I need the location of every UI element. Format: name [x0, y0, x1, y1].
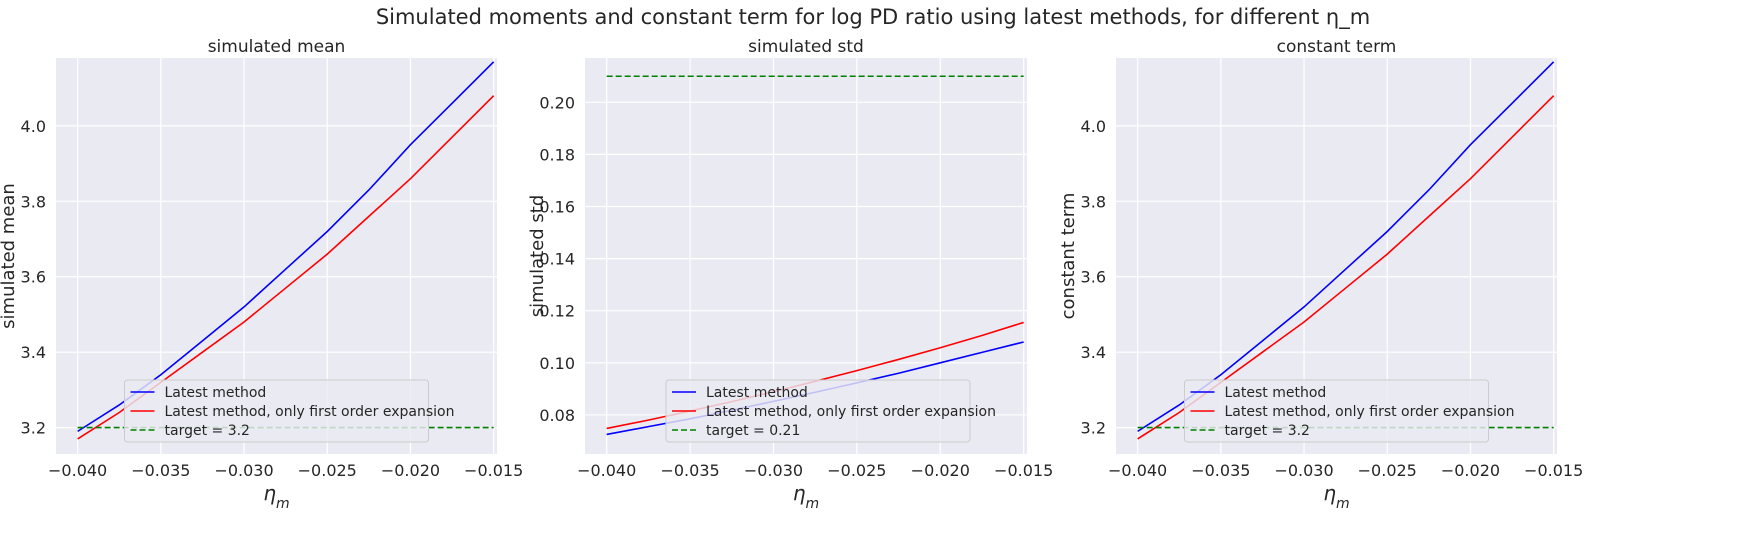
x-tick-label: −0.040	[577, 461, 636, 480]
y-tick-label: 3.8	[1081, 192, 1106, 211]
x-tick-label: −0.015	[994, 461, 1053, 480]
legend-label: Latest method	[1225, 385, 1327, 401]
x-axis-label: ηm	[793, 481, 819, 512]
y-tick-label: 3.6	[21, 268, 46, 287]
y-tick-label: 0.18	[539, 145, 575, 164]
x-tick-label: −0.035	[660, 461, 719, 480]
legend-box	[124, 379, 429, 443]
x-tick-label: −0.025	[298, 461, 357, 480]
y-tick-label: 3.4	[21, 343, 46, 362]
subplot-title: simulated mean	[208, 37, 346, 57]
x-tick-label: −0.015	[464, 461, 523, 480]
legend: Latest method Latest method, only first o…	[124, 379, 455, 443]
x-tick-label: −0.040	[1108, 461, 1167, 480]
x-tick-label: −0.035	[1191, 461, 1250, 480]
legend-label: target = 0.21	[706, 423, 800, 439]
x-tick-label: −0.025	[827, 461, 886, 480]
subplot-title: simulated std	[748, 37, 864, 57]
x-tick-label: −0.030	[744, 461, 803, 480]
y-tick-label: 0.16	[539, 198, 575, 217]
x-tick-label: −0.030	[214, 461, 273, 480]
y-tick-label: 3.4	[1081, 343, 1106, 362]
legend-box	[1184, 379, 1489, 443]
figure-suptitle: Simulated moments and constant term for …	[376, 5, 1370, 30]
y-tick-label: 4.0	[21, 117, 46, 136]
y-tick-label: 0.14	[539, 250, 575, 269]
legend-label: Latest method	[706, 385, 808, 401]
legend-box	[665, 379, 971, 443]
x-tick-label: −0.020	[911, 461, 970, 480]
y-axis-label: constant term	[1058, 193, 1079, 320]
x-tick-label: −0.035	[131, 461, 190, 480]
y-tick-label: 3.8	[21, 192, 46, 211]
y-axis-label: simulated std	[527, 195, 548, 318]
legend-label: target = 3.2	[1225, 423, 1310, 439]
x-tick-label: −0.020	[1441, 461, 1500, 480]
legend-label: Latest method, only first order expansio…	[1225, 404, 1515, 420]
y-tick-label: 0.12	[539, 302, 575, 321]
y-axis-label: simulated mean	[0, 183, 19, 329]
y-tick-label: 3.2	[1081, 419, 1106, 438]
x-axis-label: ηm	[263, 481, 289, 512]
y-tick-label: 0.20	[539, 93, 575, 112]
legend-label: Latest method, only first order expansio…	[165, 404, 455, 420]
legend-label: Latest method, only first order expansio…	[706, 404, 996, 420]
legend: Latest method Latest method, only first o…	[665, 379, 996, 443]
y-tick-label: 0.08	[539, 406, 575, 425]
y-tick-label: 3.6	[1081, 268, 1106, 287]
y-tick-label: 0.10	[539, 354, 575, 373]
subplot-2: −0.040 −0.035 −0.030 −0.025 −0.020 −0.015 0.08…	[527, 37, 1053, 512]
subplot-1: −0.040 −0.035 −0.030 −0.025 −0.020 −0.015 3.2 3…	[0, 37, 523, 512]
subplot-grid: −0.040 −0.035 −0.030 −0.025 −0.020 −0.015 3.2 3…	[0, 37, 1583, 512]
y-tick-label: 3.2	[21, 419, 46, 438]
x-tick-label: −0.025	[1358, 461, 1417, 480]
x-tick-label: −0.030	[1274, 461, 1333, 480]
subplot-title: constant term	[1277, 37, 1397, 57]
x-tick-label: −0.040	[48, 461, 107, 480]
legend-label: target = 3.2	[165, 423, 250, 439]
x-axis-label: ηm	[1323, 481, 1349, 512]
legend: Latest method Latest method, only first o…	[1184, 379, 1515, 443]
x-tick-label: −0.015	[1524, 461, 1583, 480]
x-tick-label: −0.020	[381, 461, 440, 480]
subplot-3: −0.040 −0.035 −0.030 −0.025 −0.020 −0.015 3.2 3…	[1058, 37, 1583, 512]
y-tick-label: 4.0	[1081, 117, 1106, 136]
legend-label: Latest method	[165, 385, 267, 401]
